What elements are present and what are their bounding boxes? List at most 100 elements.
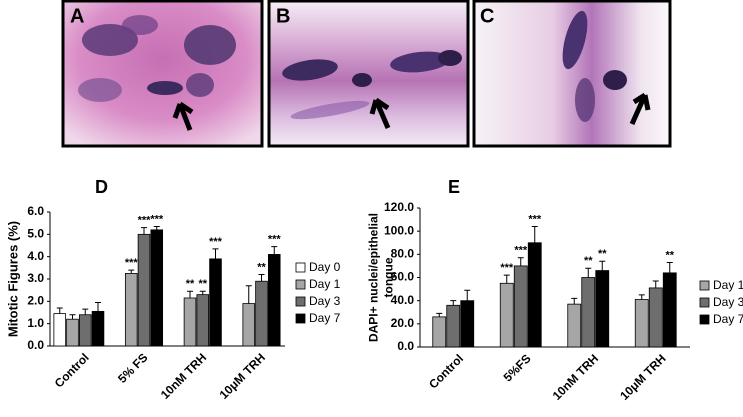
bar xyxy=(53,313,67,347)
legend-swatch xyxy=(295,296,306,307)
bar xyxy=(662,272,677,348)
bar xyxy=(183,297,197,347)
significance-label: ** xyxy=(257,261,266,273)
bar xyxy=(196,294,210,347)
error-bar xyxy=(212,248,219,259)
y-axis-title: DAPI+ nuclei/epithelial xyxy=(367,213,381,342)
x-tick-label: 10μM TRH xyxy=(217,350,268,401)
bar xyxy=(150,229,164,347)
y-tick-label: 60.0 xyxy=(391,270,415,284)
significance-label: *** xyxy=(500,262,514,274)
y-tick-label: 120.0 xyxy=(384,200,414,214)
bar xyxy=(66,318,79,347)
y-tick-label: 0.0 xyxy=(27,338,44,352)
legend-swatch xyxy=(295,313,306,324)
error-bar xyxy=(56,307,63,314)
error-bar xyxy=(187,290,193,298)
error-bar xyxy=(258,274,265,282)
bar xyxy=(460,300,475,348)
panel-label: E xyxy=(448,177,460,197)
error-bar xyxy=(141,227,147,235)
significance-label: *** xyxy=(150,213,164,225)
significance-label: ** xyxy=(598,248,607,260)
panel-label: B xyxy=(276,5,290,27)
significance-label: *** xyxy=(209,236,223,248)
y-tick-label: 3.0 xyxy=(27,271,44,285)
bar xyxy=(648,287,663,348)
y-tick-label: 1.0 xyxy=(27,316,44,330)
bar xyxy=(499,282,514,348)
legend-swatch xyxy=(699,297,710,308)
y-tick-label: 100.0 xyxy=(384,223,414,237)
significance-label: *** xyxy=(514,245,528,257)
significance-label: ** xyxy=(584,255,593,267)
panel-label: C xyxy=(480,5,494,27)
significance-label: *** xyxy=(268,234,282,246)
significance-label: ** xyxy=(186,278,195,290)
y-tick-label: 6.0 xyxy=(27,204,44,218)
significance-label: *** xyxy=(138,215,152,227)
bar xyxy=(242,303,256,347)
error-bar xyxy=(517,257,524,266)
bar xyxy=(267,254,281,347)
legend-swatch xyxy=(295,279,306,290)
error-bar xyxy=(599,260,606,271)
legend-label: Day 0 xyxy=(309,260,341,274)
panel-label: D xyxy=(95,177,108,197)
error-bar xyxy=(271,246,278,255)
legend-label: Day 7 xyxy=(713,312,743,326)
x-tick-label: Control xyxy=(52,350,92,390)
error-bar xyxy=(69,314,76,320)
bar xyxy=(446,304,461,348)
x-tick-label: Control xyxy=(426,351,466,391)
error-bar xyxy=(638,294,645,300)
x-tick-label: 5% FS xyxy=(115,350,150,385)
legend-label: Day 3 xyxy=(713,295,743,309)
error-bar xyxy=(585,267,592,278)
bar xyxy=(124,273,138,347)
bar xyxy=(527,242,542,348)
legend-label: Day 7 xyxy=(309,311,341,325)
error-bar xyxy=(436,312,443,317)
y-tick-label: 80.0 xyxy=(391,247,415,261)
bar xyxy=(209,258,222,347)
significance-label: ** xyxy=(665,249,674,261)
error-bar xyxy=(153,226,160,230)
significance-label: *** xyxy=(528,213,542,225)
micrograph-c xyxy=(472,0,672,148)
y-tick-label: 20.0 xyxy=(391,316,415,330)
error-bar xyxy=(128,269,135,274)
error-bar xyxy=(199,290,206,295)
bar xyxy=(595,270,610,348)
micrograph-a xyxy=(61,0,264,148)
y-tick-label: 5.0 xyxy=(27,227,44,241)
error-bar xyxy=(571,297,578,305)
error-bar xyxy=(652,280,659,288)
bar xyxy=(91,310,105,347)
bar xyxy=(567,303,582,348)
legend-label: Day 1 xyxy=(713,278,743,292)
significance-label: *** xyxy=(125,257,139,269)
legend-label: Day 1 xyxy=(309,277,341,291)
y-axis-title: tongue xyxy=(382,257,396,297)
bar xyxy=(432,316,447,348)
error-bar xyxy=(245,285,252,304)
error-bar xyxy=(95,301,101,312)
bar xyxy=(137,233,151,347)
micrograph-b xyxy=(267,0,470,148)
bar xyxy=(513,265,528,348)
legend-swatch xyxy=(699,314,710,325)
y-tick-label: 2.0 xyxy=(27,294,44,308)
legend-swatch xyxy=(295,262,306,273)
error-bar xyxy=(464,289,471,301)
error-bar xyxy=(450,300,457,306)
error-bar xyxy=(531,226,538,243)
legend-label: Day 3 xyxy=(309,294,341,308)
x-tick-label: 5%FS xyxy=(501,351,534,384)
error-bar xyxy=(82,308,89,315)
significance-label: ** xyxy=(198,278,207,290)
legend-swatch xyxy=(699,280,710,291)
x-tick-label: 10nM TRH xyxy=(550,351,601,402)
panel-label: A xyxy=(70,5,84,27)
